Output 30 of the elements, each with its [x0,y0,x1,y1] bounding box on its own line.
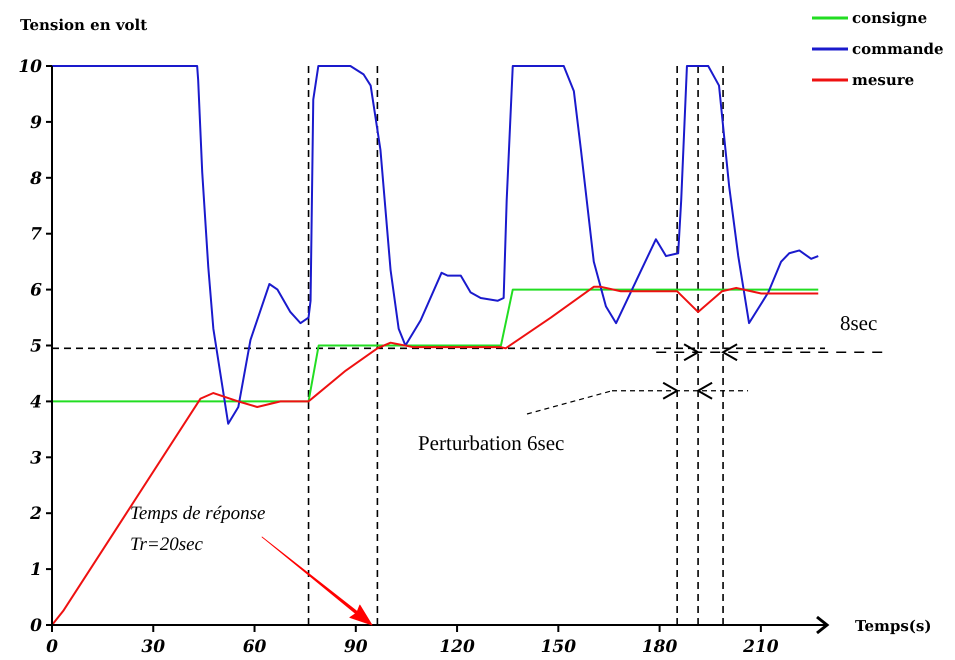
y-tick-label: 8 [30,168,42,189]
y-tick-label: 1 [30,560,42,580]
line-series [51,65,820,425]
x-tick-label: 0 [46,637,58,657]
x-tick-label: 90 [344,637,368,657]
line-series [51,286,820,626]
y-tick-label: 0 [30,616,42,636]
y-tick-label: 10 [18,57,42,77]
x-tick-label: 60 [242,637,267,657]
y-tick-label: 6 [30,280,42,301]
legend-label: commande [852,40,944,58]
legend-label: consigne [852,9,928,27]
x-tick-label: 120 [439,637,475,657]
x-tick-label: 30 [141,637,166,657]
x-tick-label: 150 [540,637,576,657]
x-axis-title: Temps(s) [855,617,932,635]
y-tick-label: 3 [30,448,42,468]
x-tick-label: 180 [642,637,678,657]
annotation: 8sec [840,311,878,335]
y-tick-label: 7 [30,224,42,245]
y-axis-title: Tension en volt [20,16,148,34]
annotation: Tr=20sec [130,534,204,555]
legend-label: mesure [852,71,914,89]
y-tick-label: 9 [30,112,42,133]
x-tick-label: 210 [742,637,779,657]
y-tick-label: 5 [30,336,42,356]
y-tick-label: 4 [30,392,42,412]
annotation: Temps de réponse [130,503,266,524]
annotation: Perturbation 6sec [418,431,564,455]
y-tick-label: 2 [29,504,42,524]
